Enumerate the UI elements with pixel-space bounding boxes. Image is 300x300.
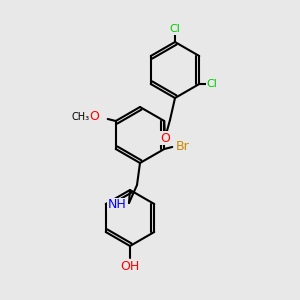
Text: CH₃: CH₃ — [72, 112, 90, 122]
Text: O: O — [89, 110, 99, 124]
Text: Br: Br — [176, 140, 189, 152]
Text: O: O — [160, 131, 170, 145]
Text: OH: OH — [120, 260, 140, 274]
Text: NH: NH — [108, 199, 126, 212]
Text: Cl: Cl — [169, 24, 180, 34]
Text: Cl: Cl — [207, 79, 218, 89]
